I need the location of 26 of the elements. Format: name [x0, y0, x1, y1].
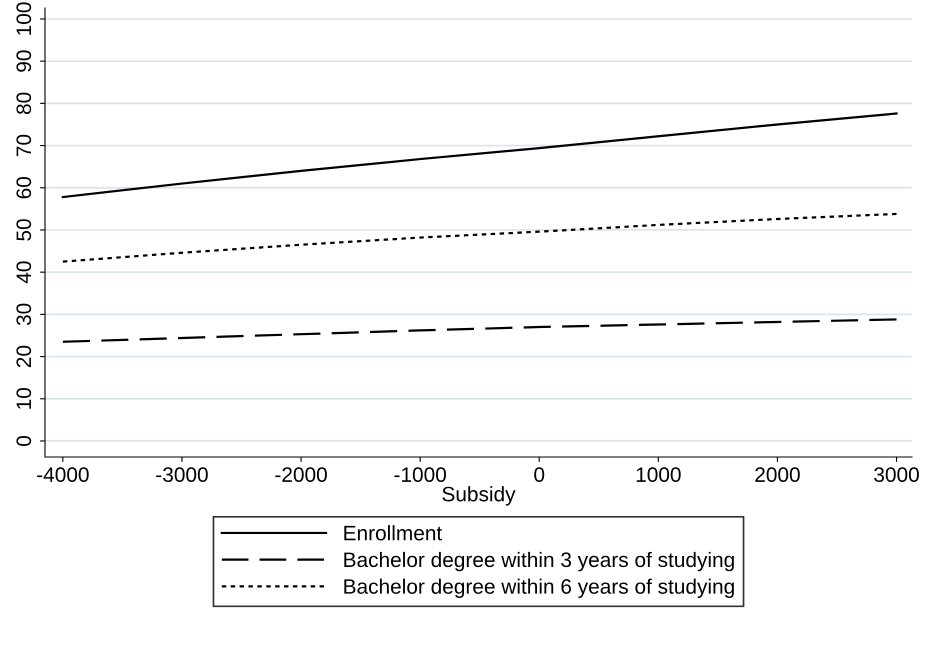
x-axis-title: Subsidy — [442, 486, 516, 506]
legend-label: Bachelor degree within 3 years of studying — [344, 552, 734, 572]
y-tick-label: 20 — [16, 346, 32, 368]
line-series — [62, 318, 898, 343]
y-tick-label: 70 — [16, 134, 32, 156]
y-tick-label: 80 — [16, 92, 32, 114]
x-tick-label: -2000 — [275, 467, 327, 482]
y-tick-label: 30 — [16, 304, 32, 326]
y-tick-label: 90 — [16, 50, 32, 72]
x-tick-label: 0 — [534, 467, 544, 482]
legend-label: Bachelor degree within 6 years of studying — [344, 578, 734, 598]
y-tick-label: 100 — [16, 2, 32, 35]
y-tick-label: 0 — [16, 436, 32, 446]
line-series — [62, 112, 898, 198]
line-series — [62, 212, 898, 263]
x-tick-label: 3000 — [874, 467, 919, 482]
x-tick-label: 2000 — [755, 467, 800, 482]
y-tick-label: 50 — [16, 219, 32, 241]
x-tick-label: -4000 — [37, 467, 89, 482]
y-tick-label: 10 — [16, 388, 32, 409]
y-tick-label: 60 — [16, 176, 32, 198]
x-tick-label: 1000 — [636, 467, 681, 482]
legend-label: Enrollment — [344, 525, 442, 540]
x-tick-label: -3000 — [156, 467, 208, 482]
x-tick-label: -1000 — [394, 467, 446, 482]
y-tick-label: 40 — [16, 261, 32, 284]
